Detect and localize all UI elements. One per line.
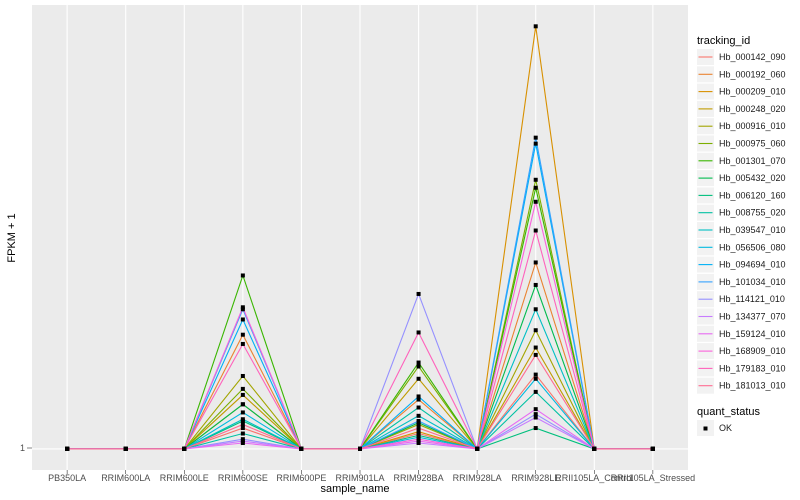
data-point <box>240 373 245 378</box>
legend-label: Hb_056506_080 <box>719 242 786 252</box>
data-point <box>416 418 421 423</box>
legend-label: Hb_168909_010 <box>719 346 786 356</box>
legend-label: Hb_094694_010 <box>719 260 786 270</box>
y-tick-label: 1 <box>20 443 25 453</box>
x-axis-title: sample_name <box>320 483 389 495</box>
data-point <box>533 426 538 431</box>
legend-label: Hb_006120_160 <box>719 190 786 200</box>
data-point <box>416 413 421 418</box>
x-tick-label: RRIM600LA <box>101 473 150 483</box>
data-point <box>416 376 421 381</box>
data-point <box>533 415 538 420</box>
data-point <box>533 282 538 287</box>
data-point <box>533 141 538 146</box>
data-point <box>416 429 421 434</box>
legend-label: Hb_000209_010 <box>719 87 786 97</box>
data-point <box>240 426 245 431</box>
data-point <box>533 24 538 29</box>
legend-label: Hb_000916_010 <box>719 121 786 131</box>
data-point <box>416 394 421 399</box>
data-point <box>240 332 245 337</box>
data-point <box>240 417 245 422</box>
data-point <box>533 352 538 357</box>
x-tick-label: RRIM600LE <box>160 473 209 483</box>
data-point <box>240 317 245 322</box>
legend-label: Hb_000142_090 <box>719 52 786 62</box>
data-point <box>123 446 128 451</box>
legend-label: Hb_039547_010 <box>719 225 786 235</box>
data-point <box>533 412 538 417</box>
data-point <box>416 437 421 442</box>
data-point <box>240 386 245 391</box>
data-point <box>65 446 70 451</box>
data-point <box>240 410 245 415</box>
legend-title: tracking_id <box>697 35 750 47</box>
legend-label: Hb_000248_020 <box>719 104 786 114</box>
x-tick-label: RRII105LA_Control <box>555 473 633 483</box>
legend-label: Hb_001301_070 <box>719 156 786 166</box>
data-point <box>240 273 245 278</box>
y-axis-title: FPKM + 1 <box>6 213 18 262</box>
data-point <box>416 397 421 402</box>
data-point <box>533 228 538 233</box>
data-point <box>240 402 245 407</box>
data-point <box>416 405 421 410</box>
legend-label: Hb_179183_010 <box>719 363 786 373</box>
data-point <box>533 376 538 381</box>
data-point <box>416 426 421 431</box>
legend2-point-marker <box>703 426 708 431</box>
legend-label: Hb_005432_020 <box>719 173 786 183</box>
data-point <box>240 441 245 446</box>
data-point <box>358 446 362 451</box>
data-point <box>416 291 421 296</box>
legend-label: Hb_008755_020 <box>719 208 786 218</box>
data-point <box>416 364 421 369</box>
data-point <box>240 431 245 436</box>
x-tick-label: RRIM928BA <box>394 473 444 483</box>
data-point <box>533 407 538 412</box>
legend-label: Hb_000975_060 <box>719 139 786 149</box>
x-tick-label: RRII105LA_Stressed <box>611 473 696 483</box>
data-point <box>416 330 421 335</box>
legend-label: Hb_134377_070 <box>719 312 786 322</box>
data-point <box>240 422 245 427</box>
data-point <box>650 446 655 451</box>
x-tick-label: RRIM928LE <box>511 473 560 483</box>
x-tick-label: RRIM928LA <box>453 473 502 483</box>
legend2-label: OK <box>719 423 732 433</box>
data-point <box>533 345 538 350</box>
data-point <box>533 185 538 190</box>
data-point <box>533 372 538 377</box>
legend2-title: quant_status <box>697 406 760 418</box>
data-point <box>240 305 245 310</box>
data-point <box>533 328 538 333</box>
data-point <box>533 307 538 312</box>
data-point <box>240 392 245 397</box>
data-point <box>182 446 187 451</box>
x-tick-label: PB350LA <box>48 473 86 483</box>
x-tick-label: RRIM600PE <box>276 473 326 483</box>
legend-label: Hb_181013_010 <box>719 381 786 391</box>
data-point <box>533 177 538 182</box>
legend-label: Hb_159124_010 <box>719 329 786 339</box>
data-point <box>592 446 597 451</box>
data-point <box>299 446 304 451</box>
legend-label: Hb_101034_010 <box>719 277 786 287</box>
data-point <box>475 446 480 451</box>
data-point <box>533 199 538 204</box>
data-point <box>533 260 538 265</box>
x-tick-label: RRIM901LA <box>335 473 384 483</box>
legend-label: Hb_000192_060 <box>719 69 786 79</box>
data-point <box>416 360 421 365</box>
legend-label: Hb_114121_010 <box>719 294 785 304</box>
data-point <box>240 341 245 346</box>
data-point <box>533 389 538 394</box>
x-tick-label: RRIM600SE <box>218 473 268 483</box>
data-point <box>533 135 538 140</box>
